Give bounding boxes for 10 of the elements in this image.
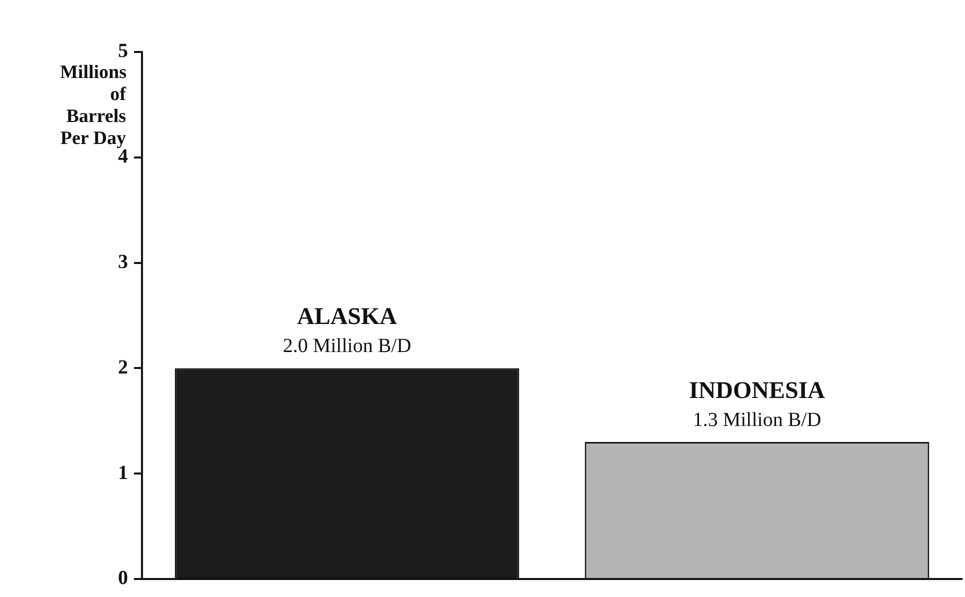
y-axis-title: Millions of Barrels Per Day <box>60 62 127 149</box>
y-tick-label: 2 <box>118 356 128 378</box>
y-tick-label: 3 <box>118 250 128 273</box>
y-tick-label: 1 <box>118 462 128 484</box>
y-tick-label: 5 <box>118 40 128 62</box>
data-label: 2.0 Million B/D <box>282 335 412 358</box>
x-tick-label: ALASKA <box>296 304 398 330</box>
y-tick-label: 0 <box>118 567 128 590</box>
data-label: 1.3 Million B/D <box>692 408 822 431</box>
x-tick-label: INDONESIA <box>688 378 826 404</box>
